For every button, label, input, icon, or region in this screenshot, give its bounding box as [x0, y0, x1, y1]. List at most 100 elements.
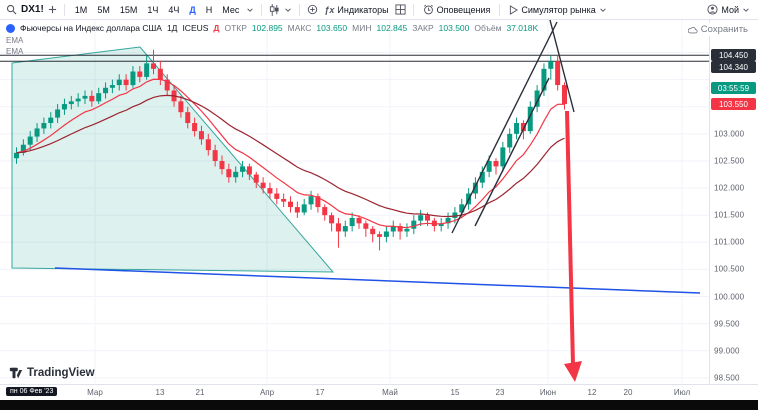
tradingview-logo-text: TradingView [27, 367, 95, 379]
toolbar-left-group: DX1! 1М 5М 15М 1Ч 4Ч Д Н Мес [6, 3, 609, 16]
fx-icon: ƒx [324, 4, 335, 15]
price-badge: 103.550 [711, 98, 756, 110]
candle-body [349, 217, 355, 227]
ema-line[interactable] [16, 94, 565, 218]
ema-legend-2[interactable]: EMA [6, 47, 24, 56]
price-axis-label: 98.500 [714, 373, 740, 383]
candle-body [363, 223, 369, 229]
candle-body [397, 226, 403, 232]
candle-body [438, 223, 444, 227]
time-axis-label: 12 [587, 387, 597, 397]
symbol-search-button[interactable]: DX1! [21, 4, 44, 15]
candle-body [452, 212, 458, 218]
candle-body [479, 171, 485, 183]
candle-body [294, 207, 300, 213]
candle-body [377, 234, 383, 237]
candle-body [370, 228, 376, 235]
candle-body [82, 95, 88, 99]
candle-body [123, 79, 129, 86]
ema-legend-1[interactable]: EMA [6, 36, 24, 45]
candle-body [335, 223, 341, 232]
alarm-clock-icon [423, 4, 434, 15]
search-icon[interactable] [6, 4, 17, 15]
arrow-drawing-head[interactable] [564, 361, 582, 382]
legend-interval[interactable]: 1Д [166, 23, 178, 33]
price-axis-label: 103.000 [714, 129, 745, 139]
compare-icon[interactable] [307, 4, 318, 15]
candle-body [308, 196, 314, 205]
save-button[interactable]: Сохранить [681, 23, 754, 36]
candle-body [192, 123, 198, 132]
trendline-drawing[interactable] [474, 77, 550, 227]
indicators-button[interactable]: ƒx Индикаторы [322, 4, 390, 16]
time-axis-label: 17 [315, 387, 325, 397]
save-label: Сохранить [700, 24, 748, 35]
candle-body [34, 128, 40, 137]
candle-body [109, 85, 115, 88]
time-axis-label: Июл [673, 387, 691, 397]
trendline-drawing[interactable] [549, 20, 575, 113]
first-bar-date-badge: пн 06 Фев '23 [6, 386, 58, 396]
volume-value: 37.018K [506, 23, 539, 33]
candlestick-chart[interactable] [0, 20, 709, 386]
chevron-down-icon[interactable] [284, 6, 292, 14]
candle-body [89, 95, 95, 102]
candle-body [226, 169, 232, 178]
price-axis-label: 100.500 [714, 264, 745, 274]
time-axis-label: 21 [195, 387, 205, 397]
timeframe-1m[interactable]: 1М [74, 4, 88, 15]
candle-body [212, 150, 218, 161]
candle-body [322, 207, 328, 216]
timeframe-1h[interactable]: 1Ч [147, 4, 159, 15]
candle-body [96, 93, 102, 102]
candle-body [130, 71, 136, 86]
candle-body [20, 144, 26, 153]
time-axis-label: Апр [259, 387, 275, 397]
timeframe-1d[interactable]: Д [189, 4, 196, 15]
legend-title[interactable]: Фьючерсы на Индекс доллара США [20, 23, 162, 33]
arrow-drawing-line[interactable] [565, 110, 575, 366]
candle-body [246, 166, 252, 175]
add-symbol-icon[interactable] [48, 5, 57, 14]
price-axis-label: 102.000 [714, 183, 745, 193]
chevron-down-icon[interactable] [246, 6, 254, 14]
candle-body [75, 98, 81, 102]
alerts-button[interactable]: Оповещения [421, 3, 493, 16]
countdown-badge: 03:55:59 [711, 82, 756, 94]
time-axis[interactable]: пн 06 Фев '23 Мар 13 21 Апр 17 Май 15 23 Июн 12 20… [0, 384, 758, 400]
tradingview-logo[interactable]: TradingView [9, 366, 95, 380]
tradingview-logomark-icon [9, 367, 23, 379]
timeframe-5m[interactable]: 5М [97, 4, 110, 15]
candle-body [507, 133, 513, 148]
candle-body [356, 217, 362, 224]
ema-line[interactable] [16, 78, 565, 229]
candle-body [534, 90, 540, 107]
candle-body [281, 198, 287, 202]
blue-trendline-drawing[interactable] [54, 267, 701, 294]
candle-body [41, 123, 47, 129]
timeframe-1w[interactable]: Н [205, 4, 213, 15]
candle-body [198, 131, 204, 140]
chart-area[interactable]: Фьючерсы на Индекс доллара США 1Д ICEUS … [0, 20, 709, 386]
profile-menu-button[interactable]: Мой [705, 3, 752, 16]
close-value: 103.500 [438, 23, 470, 33]
candle-body [541, 68, 547, 91]
candle-body [425, 215, 430, 221]
price-axis-label: 100.000 [714, 292, 745, 302]
candle-body [61, 104, 67, 110]
price-axis[interactable]: 103.000 102.500 102.000 101.500 101.000 100.5… [709, 20, 758, 384]
timeframe-1mo[interactable]: Мес [222, 4, 240, 15]
price-badge: 104.340 [711, 61, 756, 73]
candle-body [205, 139, 211, 151]
cloud-icon [687, 26, 698, 33]
replay-button[interactable]: Симулятор рынка [507, 4, 608, 16]
candle-body [555, 61, 561, 86]
indicators-label: Индикаторы [337, 4, 389, 15]
open-label: ОТКР [224, 23, 247, 33]
trendline-drawing[interactable] [451, 21, 558, 234]
layout-grid-icon[interactable] [395, 4, 406, 15]
timeframe-4h[interactable]: 4Ч [168, 4, 180, 15]
chart-style-candles-icon[interactable] [269, 3, 280, 16]
candle-body [151, 63, 156, 69]
timeframe-15m[interactable]: 15М [119, 4, 138, 15]
